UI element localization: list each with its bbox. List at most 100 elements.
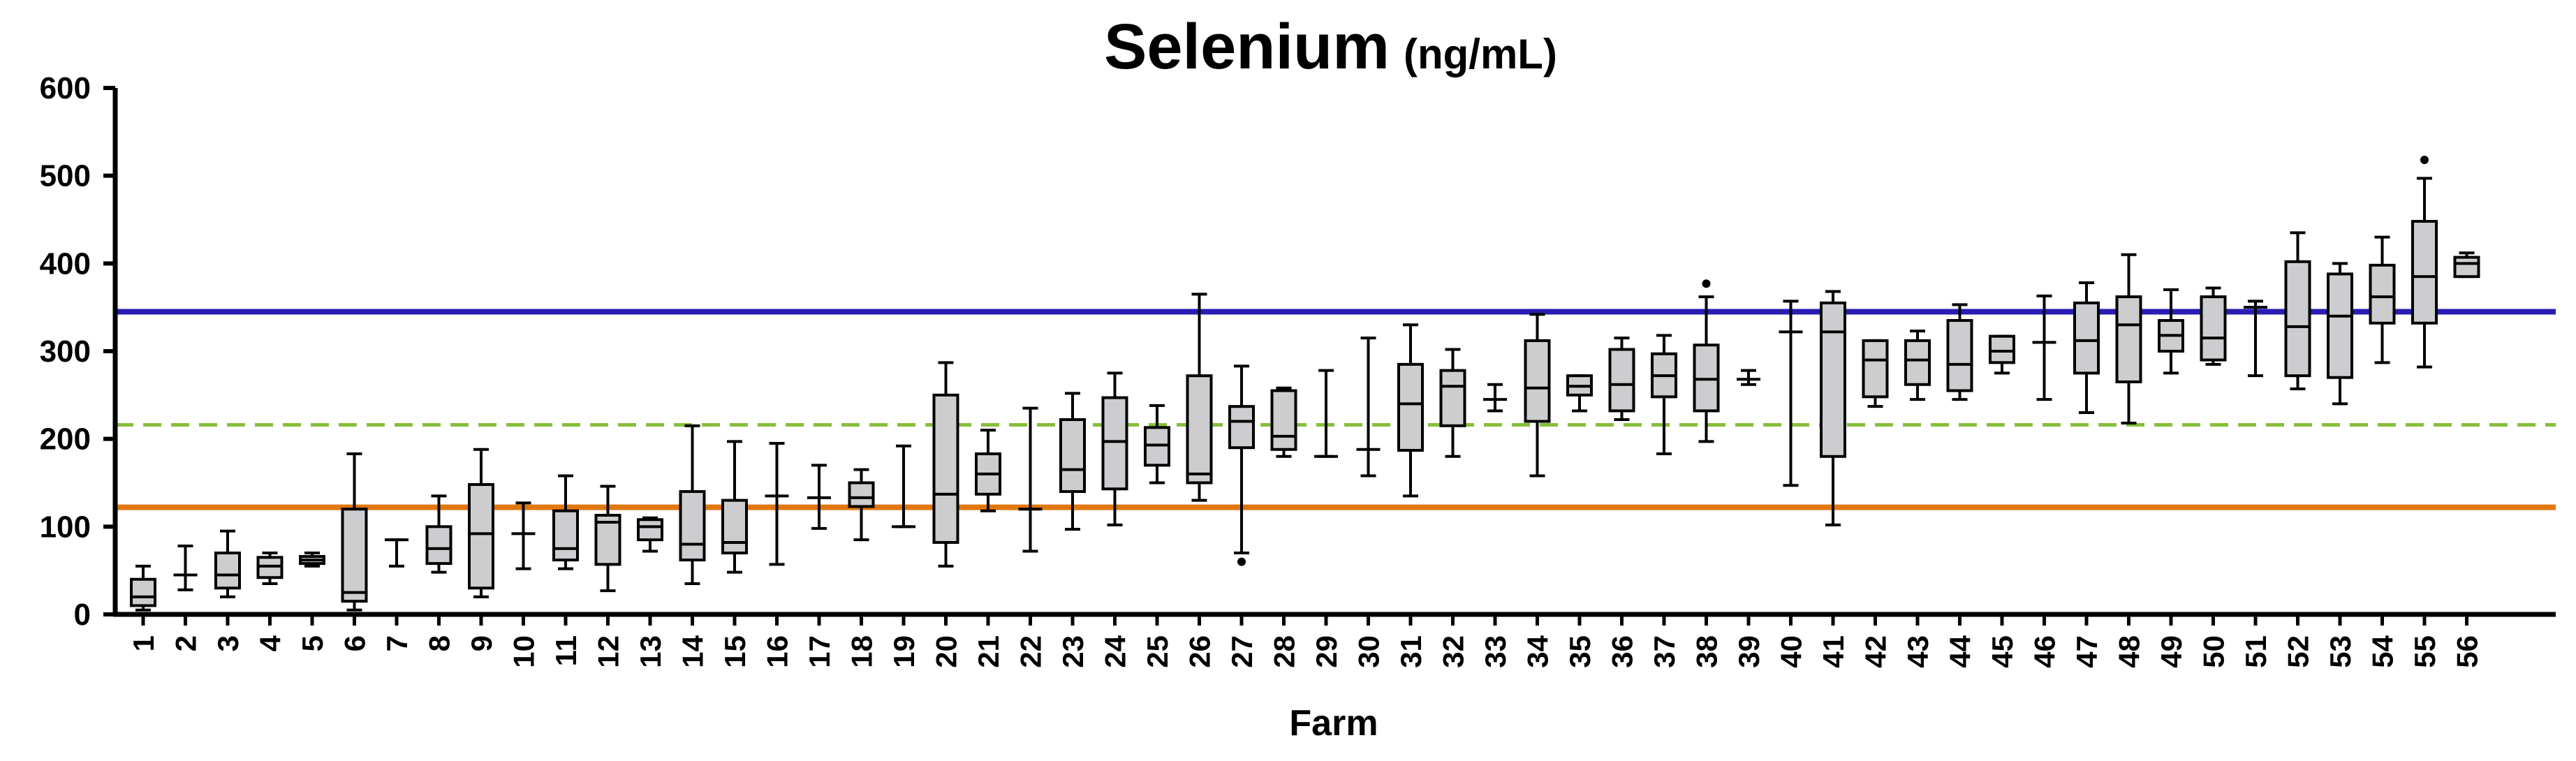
iqr-box xyxy=(1904,339,1931,386)
x-tick-label: 19 xyxy=(888,635,920,668)
x-tick-label: 11 xyxy=(550,635,582,666)
x-tick-label: 16 xyxy=(761,635,794,668)
x-tick-label: 4 xyxy=(254,635,287,651)
iqr-box xyxy=(1101,396,1128,491)
x-tick-label: 32 xyxy=(1437,635,1470,668)
box-farm-9 xyxy=(468,448,494,598)
x-tick-label: 18 xyxy=(846,635,878,668)
iqr-box xyxy=(2327,272,2353,379)
iqr-box xyxy=(1524,339,1551,423)
x-tick-label: 44 xyxy=(1944,635,1977,667)
x-tick-label: 54 xyxy=(2367,635,2399,667)
box-farm-20 xyxy=(932,361,959,568)
box-farm-16 xyxy=(765,441,789,566)
y-tick-label: 500 xyxy=(40,159,91,193)
box-farm-12 xyxy=(594,485,621,593)
iqr-box xyxy=(552,509,579,562)
iqr-box xyxy=(1186,374,1213,485)
box-farm-15 xyxy=(721,440,748,574)
x-tick-label: 29 xyxy=(1310,635,1343,668)
iqr-box xyxy=(1989,334,2015,364)
x-tick-label: 35 xyxy=(1563,635,1596,668)
box-farm-23 xyxy=(1059,392,1086,531)
iqr-box xyxy=(721,498,748,555)
x-tick-label: 50 xyxy=(2198,635,2230,668)
box-farm-29 xyxy=(1314,369,1338,458)
x-tick-label: 45 xyxy=(1986,635,2019,668)
y-tick-label: 0 xyxy=(74,598,91,632)
x-tick-label: 28 xyxy=(1268,635,1301,668)
iqr-box xyxy=(1059,418,1086,494)
box-farm-4 xyxy=(256,552,284,586)
iqr-box xyxy=(2453,256,2480,279)
box-farm-6 xyxy=(341,452,368,612)
chart-title-unit: (ng/mL) xyxy=(1404,31,1557,77)
x-tick-label: 8 xyxy=(423,635,456,651)
box-farm-55 xyxy=(2411,156,2438,369)
box-farm-5 xyxy=(299,552,325,568)
x-tick-label: 53 xyxy=(2324,635,2357,668)
box-farm-25 xyxy=(1144,404,1170,485)
iqr-box xyxy=(2200,295,2227,362)
box-farm-22 xyxy=(1018,406,1043,553)
chart-title-main: Selenium xyxy=(1104,11,1390,82)
x-tick-label: 5 xyxy=(296,635,329,651)
x-tick-label: 6 xyxy=(339,635,371,651)
x-tick-label: 13 xyxy=(634,635,667,668)
x-tick-label: 20 xyxy=(930,635,963,668)
x-tick-label: 14 xyxy=(677,635,709,667)
iqr-box xyxy=(1270,389,1297,451)
box-series xyxy=(130,156,2480,612)
x-tick-label: 42 xyxy=(1860,635,1892,668)
iqr-box xyxy=(468,483,494,590)
x-tick-label: 9 xyxy=(465,635,498,651)
box-farm-36 xyxy=(1608,337,1635,422)
box-farm-7 xyxy=(385,538,409,568)
box-farm-42 xyxy=(1862,339,1889,408)
x-tick-label: 33 xyxy=(1479,635,1512,668)
iqr-box xyxy=(932,393,959,544)
x-tick-label: 7 xyxy=(381,635,413,651)
iqr-box xyxy=(637,518,663,542)
iqr-box xyxy=(1439,369,1466,427)
x-tick-label: 26 xyxy=(1184,635,1216,668)
x-tick-label: 23 xyxy=(1057,635,1089,668)
box-farm-35 xyxy=(1566,374,1593,413)
x-tick-label: 22 xyxy=(1015,635,1047,668)
box-farm-37 xyxy=(1651,334,1677,456)
iqr-box xyxy=(2284,260,2311,378)
x-tick-label: 34 xyxy=(1522,635,1554,667)
box-farm-17 xyxy=(807,464,831,530)
iqr-box xyxy=(2369,263,2396,325)
x-tick-label: 38 xyxy=(1691,635,1723,668)
x-tick-label: 46 xyxy=(2029,635,2061,668)
iqr-box xyxy=(2073,301,2100,375)
iqr-box xyxy=(679,490,706,562)
box-farm-52 xyxy=(2284,231,2311,391)
x-tick-label: 17 xyxy=(803,635,836,668)
box-farm-14 xyxy=(679,424,706,586)
box-farm-31 xyxy=(1397,323,1424,498)
box-farm-11 xyxy=(552,474,579,570)
box-farm-54 xyxy=(2369,235,2396,364)
x-tick-label: 47 xyxy=(2070,635,2103,668)
box-farm-44 xyxy=(1946,303,1973,401)
x-tick-label: 27 xyxy=(1226,635,1258,668)
outlier-point xyxy=(2420,156,2429,165)
y-tick-label: 600 xyxy=(40,71,91,105)
x-tick-label: 43 xyxy=(1901,635,1934,668)
iqr-box xyxy=(341,508,368,603)
box-farm-27 xyxy=(1228,364,1255,566)
box-farm-43 xyxy=(1904,330,1931,401)
iqr-box xyxy=(2411,220,2438,325)
x-tick-label: 2 xyxy=(170,635,203,651)
iqr-box xyxy=(1946,319,1973,392)
x-ticks: 1 2 3 4 5 6 7 8 9 10 11 12 13 14 15 16 17 18 19 20 21 22 23 24 2… xyxy=(127,614,2484,668)
box-farm-34 xyxy=(1524,313,1551,478)
x-tick-label: 52 xyxy=(2282,635,2315,668)
iqr-box xyxy=(848,481,875,508)
box-farm-46 xyxy=(2032,294,2056,401)
x-tick-label: 55 xyxy=(2408,635,2441,668)
iqr-box xyxy=(1608,348,1635,413)
